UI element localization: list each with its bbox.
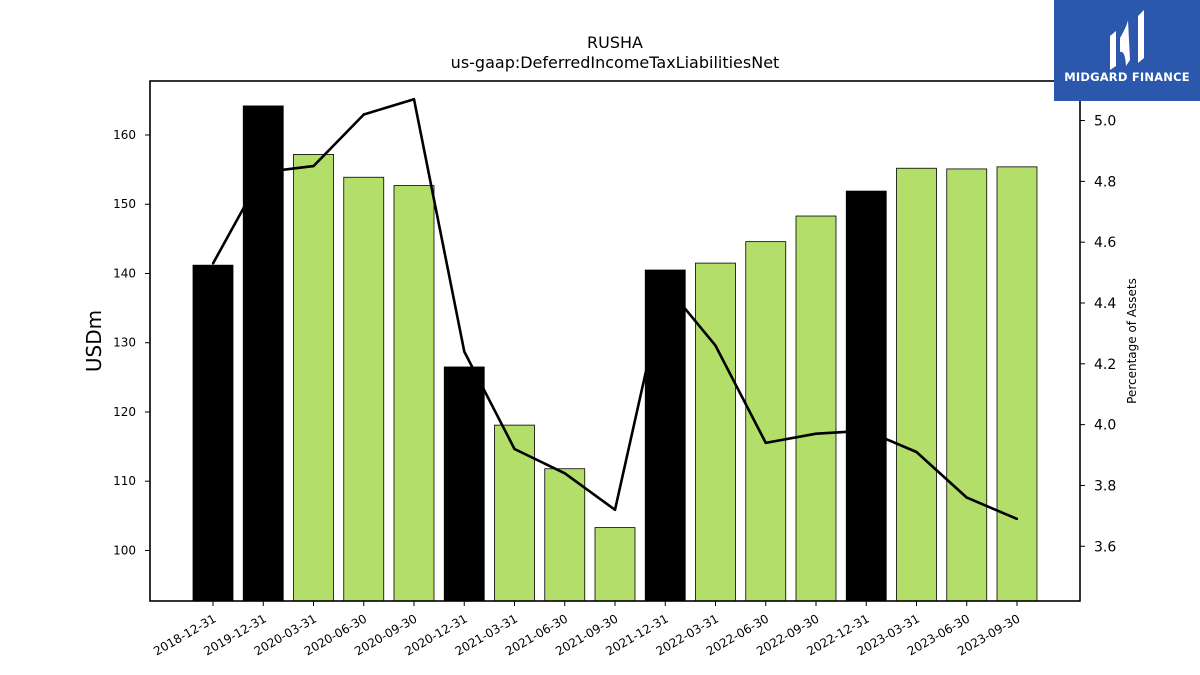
bar-2021-12-31	[644, 269, 686, 602]
line-point-2023-03-31	[915, 450, 918, 454]
line-point-2022-12-31	[865, 429, 868, 432]
line-point-2018-12-31	[211, 262, 215, 265]
line-point-2021-09-30	[613, 508, 617, 511]
y-tick-label: 150	[113, 197, 136, 211]
y-tick-label: 160	[113, 128, 136, 142]
line-point-2019-12-31	[262, 171, 265, 174]
y2-tick-label: 4.8	[1094, 174, 1116, 190]
chart-title: RUSHA	[587, 33, 643, 52]
line-point-2023-09-30	[1015, 517, 1019, 521]
y-tick-label: 110	[113, 474, 136, 488]
plot-frame	[149, 80, 1081, 602]
y-axis-label: USDm	[82, 310, 106, 372]
line-point-2020-06-30	[362, 113, 365, 116]
line-point-2022-06-30	[764, 441, 767, 445]
bar-2020-03-31	[293, 153, 334, 602]
line-group	[211, 97, 1019, 521]
bar-2022-12-31	[845, 190, 887, 602]
bar-2019-12-31	[242, 105, 284, 602]
bar-2018-12-31	[192, 264, 234, 602]
bar-2023-03-31	[896, 167, 937, 602]
bar-2022-06-30	[745, 241, 787, 602]
y-tick-label: 130	[113, 336, 136, 350]
y-tick-label: 140	[113, 266, 136, 280]
bar-2023-09-30	[996, 166, 1038, 602]
bar-2023-06-30	[946, 168, 988, 602]
bar-2020-12-31	[443, 366, 485, 602]
y2-tick-label: 4.0	[1094, 418, 1116, 434]
bar-2020-09-30	[393, 185, 435, 602]
y2-tick-label: 3.6	[1094, 539, 1116, 555]
y2-tick-label: 4.4	[1094, 296, 1116, 312]
y-tick-label: 120	[113, 405, 136, 419]
y2-axis-label: Percentage of Assets	[1125, 278, 1139, 404]
line-point-2020-09-30	[412, 98, 416, 101]
bar-2020-06-30	[343, 176, 385, 602]
line-point-2022-09-30	[814, 432, 818, 435]
brand-logo: MIDGARD FINANCE	[1054, 0, 1200, 101]
bar-2021-09-30	[594, 527, 636, 602]
line-point-2023-06-30	[965, 496, 968, 499]
y-tick-label: 100	[113, 543, 136, 557]
y2-tick-label: 4.6	[1094, 235, 1116, 251]
line-point-2021-06-30	[563, 472, 566, 475]
line-point-2020-03-31	[312, 164, 315, 168]
y2-tick-label: 3.8	[1094, 478, 1116, 494]
bar-2021-03-31	[494, 424, 535, 602]
bars-group	[192, 105, 1038, 602]
logo-mark-icon	[1110, 10, 1144, 70]
x-axis: 2018-12-312019-12-312020-03-312020-06-30…	[151, 601, 1023, 658]
line-point-2020-12-31	[463, 350, 466, 353]
chart-subtitle: us-gaap:DeferredIncomeTaxLiabilitiesNet	[451, 53, 780, 72]
y2-tick-label: 5.0	[1094, 114, 1116, 130]
logo-text: MIDGARD FINANCE	[1064, 70, 1190, 84]
line-point-2022-03-31	[714, 344, 717, 347]
line-point-2021-12-31	[664, 283, 667, 286]
line-point-2021-03-31	[513, 447, 516, 451]
bar-2022-03-31	[695, 262, 736, 602]
y2-tick-label: 4.2	[1094, 357, 1116, 373]
bar-2022-09-30	[795, 215, 837, 602]
bar-2021-06-30	[544, 468, 586, 602]
y2-axis: 3.6 3.8 4.0 4.2 4.4 4.6 4.8 5.0	[1080, 114, 1116, 555]
y-axis: 100 110 120 130 140 150 160	[113, 128, 150, 557]
